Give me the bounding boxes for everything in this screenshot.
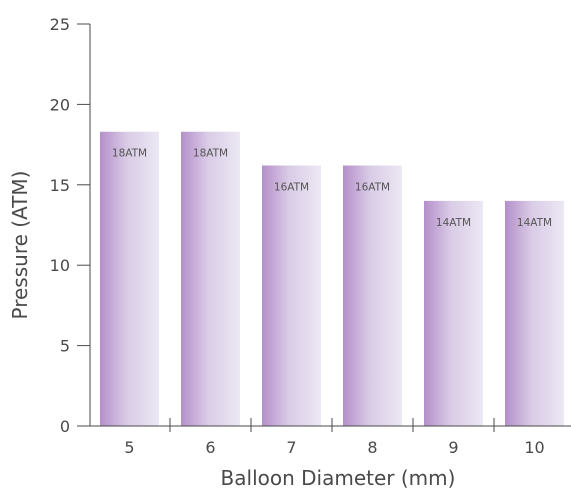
- bars-layer: [100, 131, 564, 426]
- bar-value-label-10: 14ATM: [517, 217, 552, 229]
- bar-value-label-8: 16ATM: [355, 182, 390, 194]
- y-tick-label-0: 0: [60, 417, 70, 436]
- y-tick-label-20: 20: [50, 95, 70, 114]
- y-tick-label-10: 10: [50, 256, 70, 275]
- bar-value-label-9: 14ATM: [436, 217, 471, 229]
- x-axis-title: Balloon Diameter (mm): [221, 466, 456, 490]
- bar-9: [424, 200, 483, 426]
- y-axis-title: Pressure (ATM): [8, 171, 32, 320]
- bar-value-label-6: 18ATM: [193, 148, 228, 160]
- x-tick-label-7: 7: [286, 438, 296, 457]
- y-tick-label-25: 25: [50, 15, 70, 34]
- x-tick-label-6: 6: [205, 438, 215, 457]
- x-tick-label-10: 10: [524, 438, 544, 457]
- bar-8: [343, 165, 402, 426]
- y-tick-label-15: 15: [50, 176, 70, 195]
- y-tick-label-5: 5: [60, 337, 70, 356]
- bar-value-label-7: 16ATM: [274, 182, 309, 194]
- bar-10: [505, 200, 564, 426]
- bar-6: [181, 131, 240, 426]
- x-tick-label-9: 9: [448, 438, 458, 457]
- axes-layer: [77, 23, 571, 432]
- x-tick-label-5: 5: [124, 438, 134, 457]
- bar-value-label-5: 18ATM: [112, 148, 147, 160]
- bar-7: [262, 165, 321, 426]
- bar-5: [100, 131, 159, 426]
- labels-layer: 18ATM 18ATM 16ATM 16ATM 14ATM 14ATM 0 5 10 15 20 25…: [8, 15, 552, 490]
- x-tick-label-8: 8: [367, 438, 377, 457]
